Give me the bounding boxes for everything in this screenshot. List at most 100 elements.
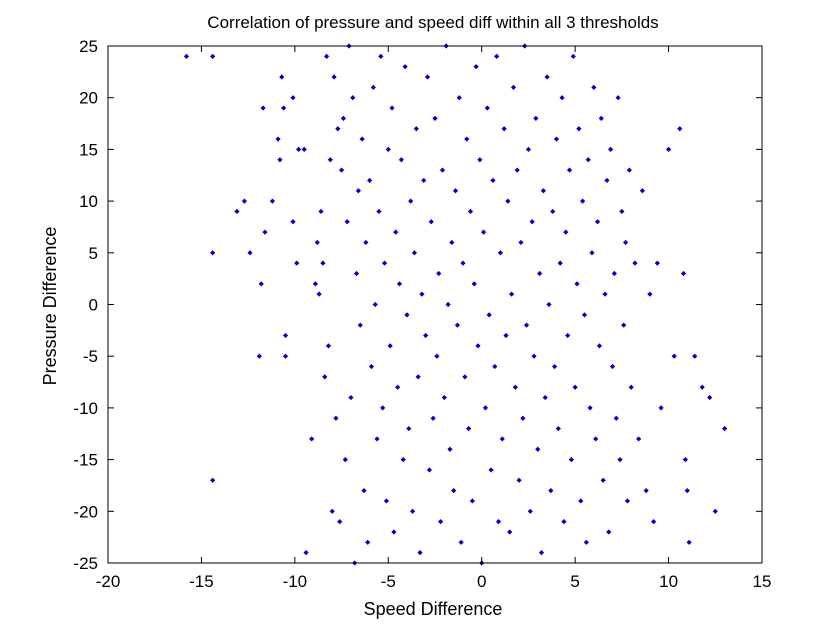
- data-point: [234, 208, 240, 215]
- y-tick-label: -25: [73, 554, 98, 573]
- data-point: [400, 457, 406, 463]
- data-point: [619, 208, 625, 215]
- data-point: [617, 457, 623, 463]
- data-point: [460, 260, 466, 266]
- data-point: [671, 353, 677, 359]
- data-point: [557, 260, 563, 266]
- data-point: [290, 95, 296, 101]
- data-point: [516, 477, 522, 483]
- data-point: [260, 105, 266, 111]
- data-point: [439, 167, 446, 173]
- data-point: [594, 219, 601, 225]
- data-point: [651, 519, 657, 525]
- data-point: [686, 539, 692, 545]
- data-point: [210, 250, 216, 256]
- data-point: [183, 53, 190, 59]
- data-point: [609, 363, 616, 370]
- data-point: [707, 394, 713, 401]
- data-point: [639, 188, 646, 194]
- data-point: [598, 115, 604, 121]
- data-point: [471, 281, 477, 287]
- data-point: [294, 260, 300, 266]
- data-point: [636, 436, 642, 442]
- data-point: [574, 281, 580, 287]
- data-point: [337, 519, 343, 525]
- x-tick-label: -15: [189, 572, 214, 591]
- data-point: [608, 146, 614, 152]
- data-point: [411, 250, 418, 256]
- data-point: [600, 477, 606, 483]
- y-tick-label: -15: [73, 451, 98, 470]
- data-point: [424, 74, 431, 80]
- data-point: [417, 550, 423, 556]
- data-point: [509, 291, 515, 297]
- data-point: [510, 84, 517, 90]
- data-point: [279, 74, 285, 80]
- data-point: [538, 550, 545, 556]
- data-points: [183, 43, 728, 566]
- data-point: [501, 126, 507, 132]
- data-point: [331, 74, 337, 80]
- data-point: [454, 322, 461, 328]
- data-point: [537, 270, 543, 277]
- data-point: [419, 291, 425, 297]
- data-point: [518, 239, 524, 246]
- data-point: [469, 498, 475, 504]
- data-point: [682, 457, 688, 463]
- data-point: [426, 467, 432, 473]
- data-point: [503, 332, 509, 339]
- data-point: [484, 105, 490, 111]
- y-tick-label: 0: [89, 296, 98, 315]
- data-point: [428, 219, 434, 225]
- y-tick-label: 20: [79, 89, 98, 108]
- data-point: [462, 374, 468, 380]
- data-point: [596, 343, 603, 349]
- data-point: [389, 105, 395, 111]
- data-point: [486, 312, 492, 318]
- data-point: [430, 415, 436, 421]
- data-point: [473, 64, 479, 70]
- data-point: [241, 198, 248, 204]
- data-point: [568, 457, 575, 463]
- data-point: [452, 188, 459, 194]
- data-point: [395, 384, 401, 390]
- data-point: [458, 539, 464, 545]
- data-point: [318, 208, 324, 215]
- y-tick-label: 10: [79, 192, 98, 211]
- data-point: [365, 539, 371, 545]
- data-point: [327, 157, 333, 163]
- data-point: [269, 198, 276, 204]
- data-point: [301, 146, 307, 152]
- data-point: [546, 301, 552, 308]
- y-tick-label: 15: [79, 140, 98, 159]
- data-point: [467, 208, 474, 215]
- data-point: [559, 95, 565, 101]
- data-point: [423, 332, 429, 339]
- data-point: [438, 519, 444, 525]
- y-tick-label: 5: [89, 244, 98, 263]
- data-point: [295, 146, 302, 152]
- data-point: [525, 146, 532, 152]
- data-point: [309, 436, 315, 442]
- y-tick-label: 25: [79, 37, 98, 56]
- x-tick-label: -5: [381, 572, 396, 591]
- data-point: [602, 291, 608, 297]
- data-point: [677, 126, 683, 132]
- data-point: [572, 384, 578, 390]
- data-point: [344, 219, 350, 225]
- data-point: [589, 250, 595, 256]
- data-point: [353, 270, 360, 277]
- data-point: [606, 529, 612, 535]
- data-point: [520, 415, 526, 421]
- data-point: [406, 425, 412, 432]
- data-point: [591, 84, 597, 90]
- data-point: [482, 405, 489, 411]
- data-point: [580, 198, 586, 204]
- data-point: [391, 529, 397, 535]
- data-point: [565, 332, 571, 339]
- data-point: [561, 519, 567, 525]
- data-point: [658, 405, 664, 411]
- x-tick-label: -10: [283, 572, 308, 591]
- data-point: [492, 363, 498, 370]
